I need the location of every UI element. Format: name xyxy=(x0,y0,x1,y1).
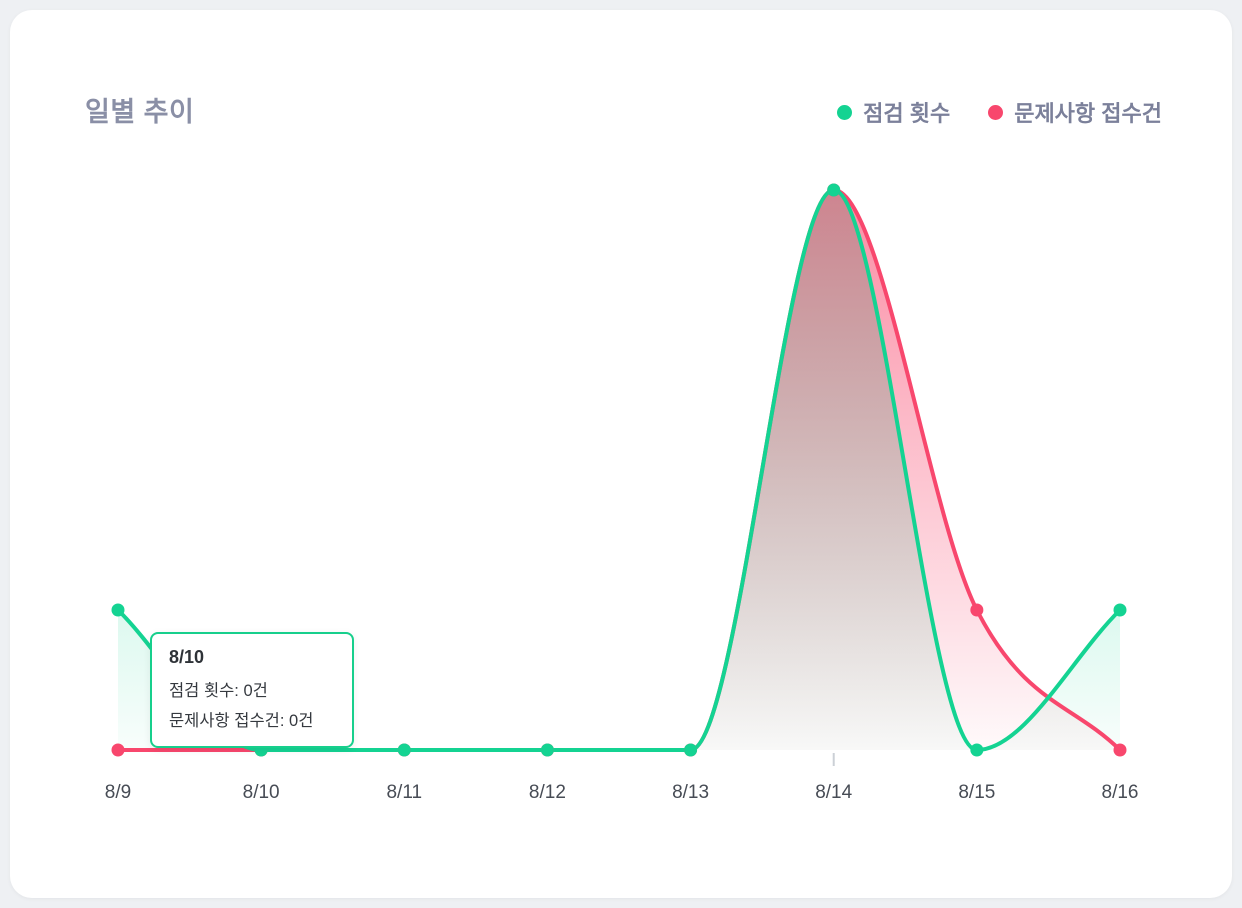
legend-dot-issue-reports-icon xyxy=(988,104,1004,120)
point-inspection-count-8/13[interactable] xyxy=(684,743,698,757)
chart-tooltip: 8/10 점검 횟수: 0건 문제사항 접수건: 0건 xyxy=(150,632,354,748)
point-inspection-count-8/16[interactable] xyxy=(1113,603,1127,617)
series-issue-reports-area xyxy=(118,190,1120,750)
point-inspection-count-8/15[interactable] xyxy=(970,743,984,757)
point-inspection-count-8/11[interactable] xyxy=(397,743,411,757)
legend-label-issue-reports: 문제사항 접수건 xyxy=(1014,101,1162,126)
legend-label-inspection-count: 점검 횟수 xyxy=(863,101,951,126)
daily-trend-card: 일별 추이 점검 횟수 문제사항 접수건 8/9 8/10 8/11 8/12 8/13… xyxy=(10,10,1232,898)
tooltip-issue-reports-line: 문제사항 접수건: 0건 xyxy=(169,712,314,730)
daily-trend-chart xyxy=(111,183,1127,766)
series-inspection-count-line xyxy=(116,188,1122,753)
point-inspection-count-8/14[interactable] xyxy=(827,183,841,197)
chart-legend: 점검 횟수 문제사항 접수건 xyxy=(837,96,1162,128)
legend-item-issue-reports[interactable]: 문제사항 접수건 xyxy=(988,96,1162,128)
legend-dot-inspection-count-icon xyxy=(837,104,853,120)
tooltip-date: 8/10 xyxy=(169,647,205,667)
point-inspection-count-8/12[interactable] xyxy=(540,743,554,757)
point-issue-reports-8/15[interactable] xyxy=(970,603,984,617)
point-issue-reports-8/9[interactable] xyxy=(111,743,125,757)
tooltip-inspection-count-line: 점검 횟수: 0건 xyxy=(169,682,268,700)
point-inspection-count-8/9[interactable] xyxy=(111,603,125,617)
legend-item-inspection-count[interactable]: 점검 횟수 xyxy=(837,96,950,128)
point-issue-reports-8/16[interactable] xyxy=(1113,743,1127,757)
page-title: 일별 추이 xyxy=(85,97,195,127)
